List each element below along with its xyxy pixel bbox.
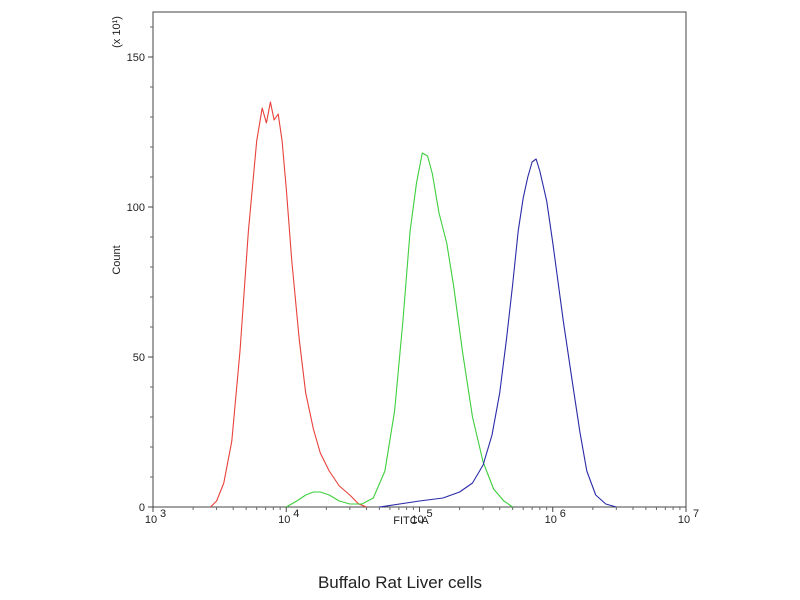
y-axis-label: Count — [111, 245, 123, 274]
figure-caption: Buffalo Rat Liver cells — [317, 573, 483, 592]
x-tick-label: 10 — [545, 514, 557, 526]
y-tick-label: 0 — [139, 502, 145, 514]
x-tick-label: 10 — [678, 514, 690, 526]
histogram-series — [210, 101, 617, 508]
y-tick-label: 100 — [127, 202, 145, 214]
y-tick-label: 50 — [133, 352, 145, 364]
y-tick-label: 150 — [127, 52, 145, 64]
x-axis-ticks: 10 3 10 4 10 5 10 6 10 7 — [145, 507, 699, 526]
y-axis-multiplier-label: (x 10¹) — [111, 16, 123, 48]
x-tick-label: 10 — [145, 514, 157, 526]
x-tick-exponent: 4 — [293, 508, 299, 520]
y-axis-ticks: 0 50 100 150 — [127, 26, 153, 514]
histogram-series-3 — [379, 158, 617, 508]
x-tick-label: 10 — [411, 514, 423, 526]
x-tick-label: 10 — [278, 514, 290, 526]
x-tick-exponent: 7 — [693, 508, 699, 520]
x-tick-exponent: 5 — [427, 508, 433, 520]
histogram-series-1 — [210, 101, 367, 508]
x-tick-exponent: 3 — [160, 508, 166, 520]
histogram-series-2 — [286, 152, 513, 508]
x-axis-label: FITC-A — [393, 515, 429, 527]
x-tick-exponent: 6 — [560, 508, 566, 520]
